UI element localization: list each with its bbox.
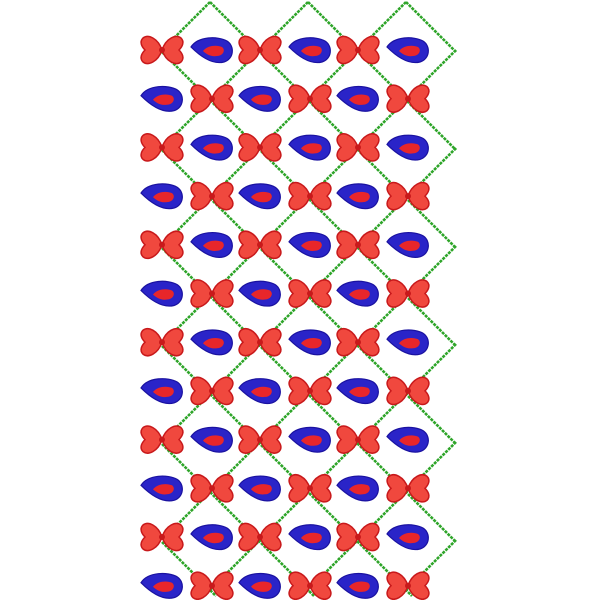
- lattice-line: [301, 441, 457, 597]
- bow-motif: [336, 230, 380, 260]
- bow-motif: [238, 35, 282, 65]
- bow-motif: [140, 35, 184, 65]
- lattice-line: [161, 1, 309, 149]
- paisley-motif: [386, 329, 429, 356]
- paisley-motif: [336, 183, 379, 210]
- paisley-motif: [386, 134, 429, 161]
- bow-motif: [140, 230, 184, 260]
- bow-motif: [288, 474, 332, 503]
- bow-motif: [140, 327, 184, 357]
- bow-motif: [288, 571, 332, 600]
- lattice-line: [307, 1, 457, 151]
- paisley-motif: [140, 183, 183, 210]
- paisley-motif: [140, 475, 183, 502]
- motif-grid: [140, 35, 430, 600]
- paisley-motif: [288, 37, 331, 64]
- paisley-motif: [288, 232, 331, 258]
- paisley-motif: [238, 280, 281, 307]
- paisley-motif: [238, 572, 281, 599]
- bow-motif: [140, 425, 184, 454]
- paisley-motif: [238, 85, 281, 112]
- bow-motif: [336, 327, 380, 357]
- paisley-motif: [336, 475, 379, 502]
- bow-motif: [386, 571, 430, 600]
- bow-motif: [140, 133, 184, 162]
- paisley-motif: [190, 426, 233, 453]
- paisley-motif: [238, 183, 281, 210]
- paisley-motif: [288, 134, 331, 161]
- paisley-motif: [140, 572, 183, 599]
- bow-motif: [238, 230, 282, 260]
- bow-motif: [190, 181, 234, 211]
- lattice-line: [405, 1, 457, 53]
- bow-motif: [140, 522, 184, 552]
- bow-motif: [288, 279, 332, 308]
- bow-motif: [386, 279, 430, 308]
- paisley-motif: [386, 524, 429, 551]
- bow-motif: [288, 376, 332, 406]
- paisley-motif: [288, 329, 331, 356]
- paisley-motif: [140, 280, 183, 307]
- paisley-motif: [386, 232, 429, 258]
- bow-motif: [190, 279, 234, 308]
- bow-motif: [288, 84, 332, 113]
- bow-motif: [238, 133, 282, 162]
- paisley-motif: [140, 85, 183, 112]
- paisley-motif: [238, 475, 281, 502]
- bow-motif: [238, 425, 282, 454]
- bow-motif: [190, 571, 234, 600]
- bow-motif: [386, 474, 430, 503]
- paisley-motif: [140, 378, 183, 405]
- bow-motif: [386, 376, 430, 406]
- paisley-motif: [190, 329, 233, 356]
- bow-motif: [386, 84, 430, 113]
- paisley-motif: [190, 524, 233, 551]
- lattice-line: [203, 343, 457, 597]
- bow-motif: [336, 425, 380, 454]
- bow-motif: [336, 522, 380, 552]
- paisley-motif: [336, 572, 379, 599]
- paisley-motif: [288, 524, 331, 551]
- bow-motif: [238, 522, 282, 552]
- bow-motif: [288, 181, 332, 211]
- paisley-motif: [238, 378, 281, 405]
- bow-motif: [190, 84, 234, 113]
- bow-motif: [238, 327, 282, 357]
- bow-motif: [190, 474, 234, 503]
- paisley-motif: [336, 85, 379, 112]
- bow-motif: [336, 133, 380, 162]
- paisley-motif: [386, 426, 429, 453]
- paisley-motif: [190, 232, 233, 258]
- bow-motif: [336, 35, 380, 65]
- paisley-motif: [190, 37, 233, 64]
- lattice-line: [161, 541, 217, 597]
- paisley-motif: [190, 134, 233, 161]
- paisley-motif: [386, 37, 429, 64]
- bow-motif: [190, 376, 234, 406]
- bow-motif: [386, 181, 430, 211]
- paisley-motif: [336, 280, 379, 307]
- paisley-motif: [288, 426, 331, 453]
- paisley-motif: [336, 378, 379, 405]
